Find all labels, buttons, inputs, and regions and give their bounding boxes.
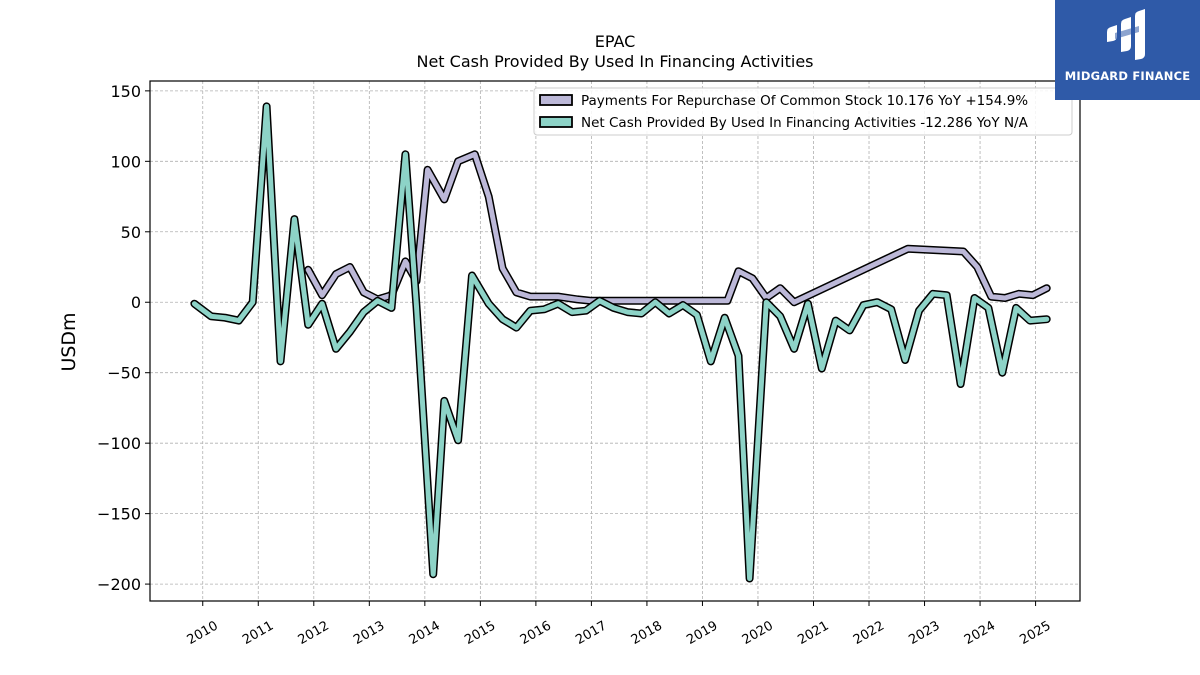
- x-tick-label: 2021: [795, 618, 831, 648]
- y-tick-label: −200: [97, 575, 141, 594]
- x-tick-label: 2016: [518, 618, 554, 648]
- x-tick-label: 2024: [962, 618, 998, 648]
- legend-label: Payments For Repurchase Of Common Stock …: [581, 93, 1028, 109]
- series-line-stroke: [191, 103, 1050, 581]
- y-tick-label: −100: [97, 434, 141, 453]
- y-axis: 150 100 50 0 −50 −100 −150 −200: [97, 82, 150, 594]
- y-axis-label: USDm: [58, 312, 80, 371]
- y-tick-label: 150: [110, 82, 141, 101]
- y-tick-label: 100: [110, 152, 141, 171]
- x-tick-label: 2019: [684, 618, 720, 648]
- x-tick-label: 2013: [351, 618, 387, 648]
- series-1-line: [304, 150, 1051, 307]
- x-tick-label: 2011: [240, 618, 276, 648]
- y-tick-label: −50: [107, 364, 141, 383]
- x-tick-label: 2025: [1017, 618, 1053, 648]
- grid-lines: [150, 81, 1080, 601]
- logo-mark-icon: [1107, 9, 1145, 60]
- series-line-stroke: [305, 151, 1050, 305]
- series-group: [190, 102, 1051, 583]
- brand-logo: MIDGARD FINANCE: [1055, 0, 1200, 100]
- x-tick-label: 2018: [629, 618, 665, 648]
- logo-text: MIDGARD FINANCE: [1064, 69, 1191, 83]
- x-tick-label: 2022: [851, 618, 887, 648]
- legend: Payments For Repurchase Of Common Stock …: [533, 87, 1073, 136]
- legend-swatch: [539, 116, 573, 128]
- x-tick-label: 2017: [573, 618, 609, 648]
- chart-subtitle: Net Cash Provided By Used In Financing A…: [416, 52, 813, 71]
- legend-box: [533, 87, 1073, 136]
- x-tick-label: 2010: [185, 618, 221, 648]
- series-2-line: [190, 102, 1051, 583]
- y-tick-label: −150: [97, 505, 141, 524]
- x-tick-label: 2015: [462, 618, 498, 648]
- series-line-outline: [190, 102, 1051, 583]
- legend-label: Net Cash Provided By Used In Financing A…: [581, 115, 1029, 131]
- x-tick-label: 2012: [296, 618, 332, 648]
- legend-swatch: [539, 94, 573, 106]
- x-tick-label: 2014: [407, 618, 443, 648]
- x-tick-label: 2023: [906, 618, 942, 648]
- y-tick-label: 50: [121, 223, 141, 242]
- plot-frame: [149, 80, 1081, 602]
- y-tick-label: 0: [131, 293, 141, 312]
- chart-title: EPAC: [595, 32, 636, 51]
- x-axis: 2010 2011 2012 2013 2014 2015 2016 2017 2018 2019…: [185, 601, 1054, 648]
- x-tick-label: 2020: [740, 618, 776, 648]
